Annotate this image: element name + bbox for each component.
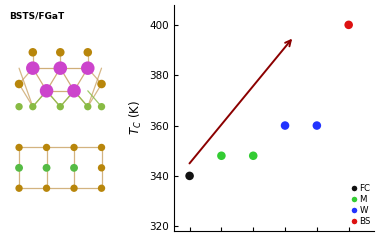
Point [30, 51, 36, 54]
Point [346, 23, 352, 27]
Point [30, 105, 36, 109]
Point [186, 174, 193, 178]
Point [16, 82, 22, 86]
Point [44, 166, 50, 170]
Point [99, 186, 105, 190]
Point [71, 146, 77, 149]
Point [99, 105, 105, 109]
Y-axis label: $T_C$ (K): $T_C$ (K) [127, 101, 144, 135]
Text: BSTS/FGaT: BSTS/FGaT [9, 12, 64, 21]
Point [16, 166, 22, 170]
Point [57, 66, 63, 70]
Point [44, 89, 50, 93]
Point [71, 166, 77, 170]
Point [16, 146, 22, 149]
Point [44, 146, 50, 149]
Point [85, 105, 91, 109]
Point [99, 166, 105, 170]
Point [44, 186, 50, 190]
Point [99, 146, 105, 149]
Point [71, 89, 77, 93]
Point [250, 154, 256, 158]
Point [282, 124, 288, 127]
Point [71, 186, 77, 190]
Point [30, 66, 36, 70]
Point [218, 154, 224, 158]
Legend: FC, M, W, BS: FC, M, W, BS [352, 183, 372, 227]
Point [85, 66, 91, 70]
Point [314, 124, 320, 127]
Point [57, 51, 63, 54]
Point [99, 82, 105, 86]
Point [85, 51, 91, 54]
Point [16, 105, 22, 109]
Point [57, 105, 63, 109]
Point [16, 186, 22, 190]
